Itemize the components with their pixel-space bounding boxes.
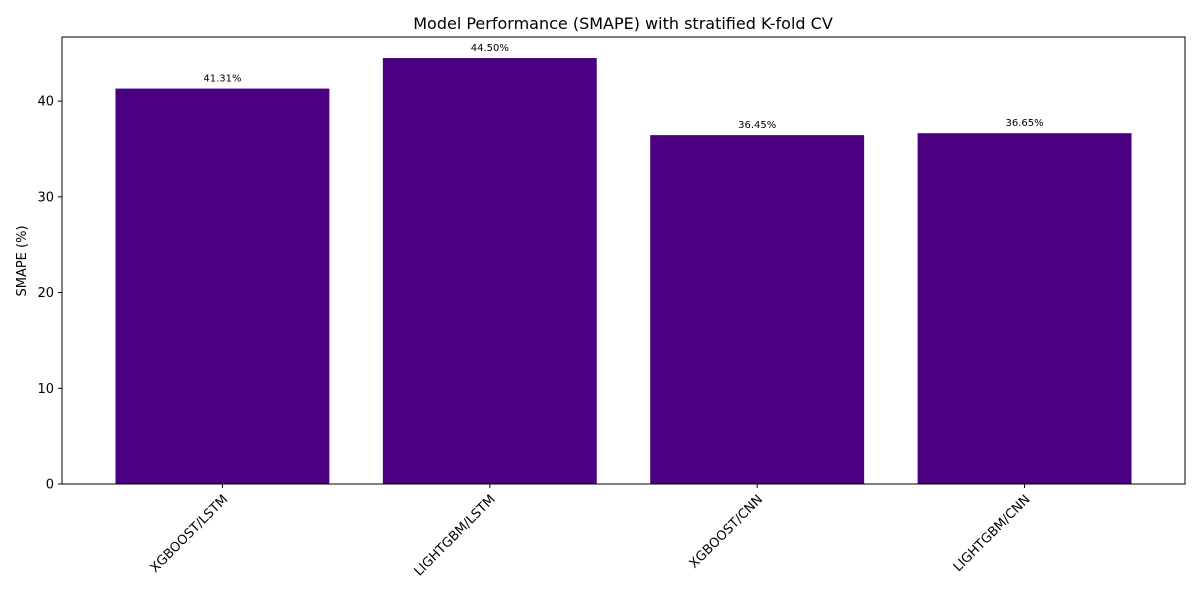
bar-xgboost-cnn xyxy=(650,135,865,484)
y-tick-label: 0 xyxy=(46,478,54,493)
data-label: 36.45% xyxy=(738,120,776,131)
chart-title: Model Performance (SMAPE) with stratifie… xyxy=(413,14,833,33)
x-tick-label: XGBOOST/CNN xyxy=(687,492,766,571)
x-tick-label: XGBOOST/LSTM xyxy=(148,492,232,576)
y-tick-label: 30 xyxy=(37,190,54,205)
plot-area-frame xyxy=(61,36,1186,485)
x-tick-label: LIGHTGBM/CNN xyxy=(951,492,1034,575)
y-axis: 0 10 20 30 40 xyxy=(37,95,62,493)
bar-lightgbm-lstm xyxy=(382,58,597,485)
y-axis-label: SMAPE (%) xyxy=(15,225,30,296)
y-tick-label: 10 xyxy=(37,382,54,397)
bar-xgboost-lstm xyxy=(115,88,330,485)
y-tick-label: 40 xyxy=(37,95,54,110)
x-tick-label: LIGHTGBM/LSTM xyxy=(412,492,499,579)
bars-layer xyxy=(115,58,1132,485)
x-axis: XGBOOST/LSTM LIGHTGBM/LSTM XGBOOST/CNN LIGH… xyxy=(148,484,1034,579)
data-labels-layer: 41.31% 44.50% 36.45% 36.65% xyxy=(203,43,1043,131)
data-label: 36.65% xyxy=(1006,118,1044,129)
y-tick-label: 20 xyxy=(37,286,54,301)
data-label: 44.50% xyxy=(471,43,509,54)
bar-lightgbm-cnn xyxy=(917,133,1132,485)
data-label: 41.31% xyxy=(203,74,241,85)
